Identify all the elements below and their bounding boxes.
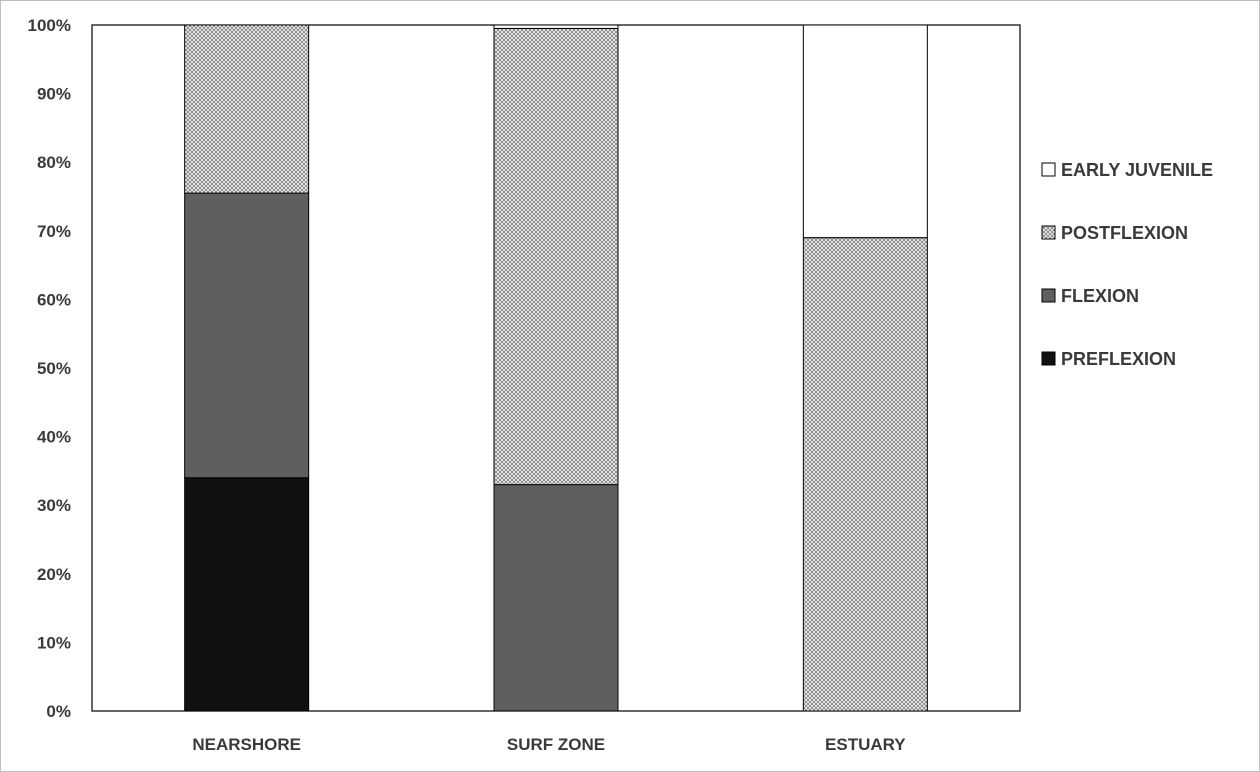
bar-segment-postflexion [184, 24, 310, 194]
legend-swatch [1041, 351, 1056, 366]
legend-swatch [1041, 225, 1056, 240]
legend-swatch [1041, 288, 1056, 303]
y-tick-label: 0% [46, 702, 71, 721]
bar-segment-early-juvenile [493, 24, 619, 29]
legend-label: POSTFLEXION [1061, 223, 1188, 243]
y-tick-label: 10% [37, 633, 71, 652]
y-tick-label: 60% [37, 290, 71, 309]
legend-label: EARLY JUVENILE [1061, 160, 1213, 180]
y-tick-label: 90% [37, 85, 71, 104]
x-category-label: NEARSHORE [192, 735, 301, 754]
legend-label: FLEXION [1061, 286, 1139, 306]
y-tick-label: 30% [37, 496, 71, 515]
legend-swatch [1041, 162, 1056, 177]
bar-segment-early-juvenile [802, 24, 928, 239]
bar-segment-postflexion [493, 27, 619, 486]
bar-segment-postflexion [802, 237, 928, 712]
legend-label: PREFLEXION [1061, 349, 1176, 369]
y-tick-label: 40% [37, 428, 71, 447]
y-tick-label: 70% [37, 222, 71, 241]
y-tick-label: 50% [37, 359, 71, 378]
bar-segment-flexion [493, 484, 619, 712]
y-tick-label: 80% [37, 153, 71, 172]
y-tick-label: 20% [37, 565, 71, 584]
x-category-label: ESTUARY [825, 735, 906, 754]
y-tick-label: 100% [28, 16, 71, 35]
bar-segment-preflexion [184, 477, 310, 712]
x-category-label: SURF ZONE [507, 735, 605, 754]
bar-segment-flexion [184, 192, 310, 479]
